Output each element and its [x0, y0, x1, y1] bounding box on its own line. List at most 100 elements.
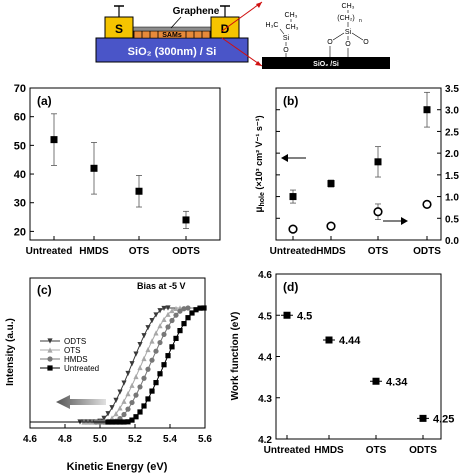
x-tick-label: 5.4 — [163, 434, 177, 445]
curve-marker — [145, 396, 151, 402]
x-tick-label: HMDS — [79, 246, 109, 257]
curve-marker — [141, 375, 147, 381]
y-tick-label: 20 — [14, 226, 26, 238]
x-tick-label: HMDS — [314, 445, 344, 456]
curve-marker — [153, 312, 159, 318]
sam-molecules: SiO₂ /Si CH₃ H₃C CH₃ Si O CH₃ (CH₂) n Si… — [262, 3, 390, 69]
panel-d-y-ticks: 4.2 4.3 4.4 4.5 4.6 — [258, 270, 280, 446]
x-tick-label: ODTS — [172, 246, 200, 257]
curve-marker — [105, 419, 111, 425]
curve-marker — [153, 380, 159, 386]
curve-marker — [193, 307, 199, 313]
ots-ch3: CH₃ — [342, 3, 355, 10]
panel-b-label: (b) — [283, 94, 298, 108]
legend-label: OTS — [64, 346, 80, 355]
data-point-circle — [326, 221, 336, 231]
data-point — [182, 216, 190, 224]
curve-marker — [161, 305, 167, 312]
legend-label: Untreated — [64, 364, 99, 373]
y-tick-label: 40 — [14, 169, 26, 181]
graphene-pointer — [170, 16, 182, 29]
curve-marker — [129, 361, 135, 367]
data-point-square — [423, 106, 431, 114]
panel-c-curves — [30, 305, 207, 425]
data-point — [50, 136, 58, 144]
curve-marker — [165, 305, 171, 311]
panel-c-frame — [29, 277, 206, 429]
data-point — [325, 336, 333, 344]
panel-a-x-labels: Untreated HMDS OTS ODTS — [26, 236, 200, 257]
substrate-layer — [95, 37, 249, 63]
panel-a-label: (a) — [37, 94, 52, 108]
y-tick-label: 70 — [14, 83, 26, 95]
curve-untreated — [30, 305, 207, 425]
y-tick-label: 4.6 — [258, 270, 272, 281]
curve-marker — [129, 399, 135, 406]
zoom-arrow-bottom — [255, 61, 262, 66]
x-tick-label: OTS — [129, 246, 150, 257]
molecule-base-label: SiO₂ /Si — [313, 61, 339, 68]
curve-marker — [47, 347, 53, 353]
curve-marker — [137, 384, 143, 390]
panel-b-y-ticks: 0.0 0.5 1.0 1.5 2.0 2.5 3.0 3.5 — [276, 84, 459, 247]
data-point-square — [374, 158, 382, 166]
y-tick-label-right: 1.5 — [445, 171, 459, 182]
substrate-label: SiO₂ (300nm) / Si — [128, 46, 217, 58]
curve-marker — [121, 419, 127, 425]
curve-marker — [185, 305, 191, 311]
ots-ch2: (CH₂) — [337, 15, 355, 22]
panel-b: (b) μhole (×10³ cm² V⁻¹ s⁻¹) 0.0 0.5 1.0 1.… — [254, 84, 459, 257]
data-point — [135, 187, 143, 195]
hmds-ch3-left: CH₃ — [286, 24, 299, 31]
curve-marker — [177, 328, 183, 334]
curve-marker — [133, 373, 139, 380]
curve-marker — [157, 308, 163, 314]
curve-marker — [121, 380, 127, 386]
panel-a-y-ticks: 20 30 40 50 60 70 — [14, 83, 34, 238]
curve-marker — [145, 366, 151, 372]
y-tick-label: 4.5 — [258, 311, 272, 322]
curve-marker — [129, 382, 135, 388]
x-tick-label: Untreated — [270, 246, 317, 257]
x-tick-label: Untreated — [264, 445, 311, 456]
y-tick-label: 50 — [14, 140, 26, 152]
panel-d-y-axis-label: Work function (eV) — [230, 312, 241, 401]
curve-marker — [169, 344, 175, 350]
data-label: 4.25 — [433, 413, 454, 425]
curve-ots — [30, 305, 205, 425]
x-tick-label: 5.6 — [198, 434, 212, 445]
hmds-si: Si — [283, 35, 290, 42]
curve-marker — [153, 348, 159, 354]
data-point-circle — [422, 199, 432, 209]
panel-d-x-labels: Untreated HMDS OTS ODTS — [264, 435, 437, 456]
y-tick-label: 30 — [14, 198, 26, 210]
curve-marker — [157, 371, 163, 377]
data-label: 4.5 — [297, 310, 312, 322]
panel-b-y-axis-label: μhole (×10³ cm² V⁻¹ s⁻¹) — [254, 115, 266, 212]
curve-marker — [113, 411, 119, 417]
curve-marker — [117, 405, 123, 411]
curve-hmds — [30, 305, 205, 425]
ots-o-left: O — [327, 39, 333, 46]
x-tick-label: ODTS — [413, 246, 441, 257]
y-tick-label: 4.2 — [258, 435, 272, 446]
curve-marker — [117, 389, 123, 395]
panel-c-x-ticks: 4.6 4.8 5.0 5.2 5.4 5.6 — [23, 424, 212, 445]
curve-marker — [181, 306, 187, 312]
curve-marker — [47, 338, 53, 344]
y-tick-label-right: 2.0 — [445, 149, 459, 160]
curve-marker — [145, 325, 151, 331]
panel-d-frame — [275, 273, 442, 440]
hmds-ch3-top: CH₃ — [285, 12, 298, 19]
zoom-line-top — [221, 1, 263, 32]
curve-marker — [117, 419, 123, 425]
curve-marker — [141, 403, 147, 409]
panel-d-points: 4.5 4.44 4.34 4.25 — [281, 310, 454, 425]
curve-marker — [157, 339, 163, 346]
curve-marker — [173, 312, 179, 318]
x-tick-label: 5.2 — [128, 434, 142, 445]
hmds-o: O — [283, 47, 289, 54]
x-tick-label: HMDS — [316, 246, 346, 257]
